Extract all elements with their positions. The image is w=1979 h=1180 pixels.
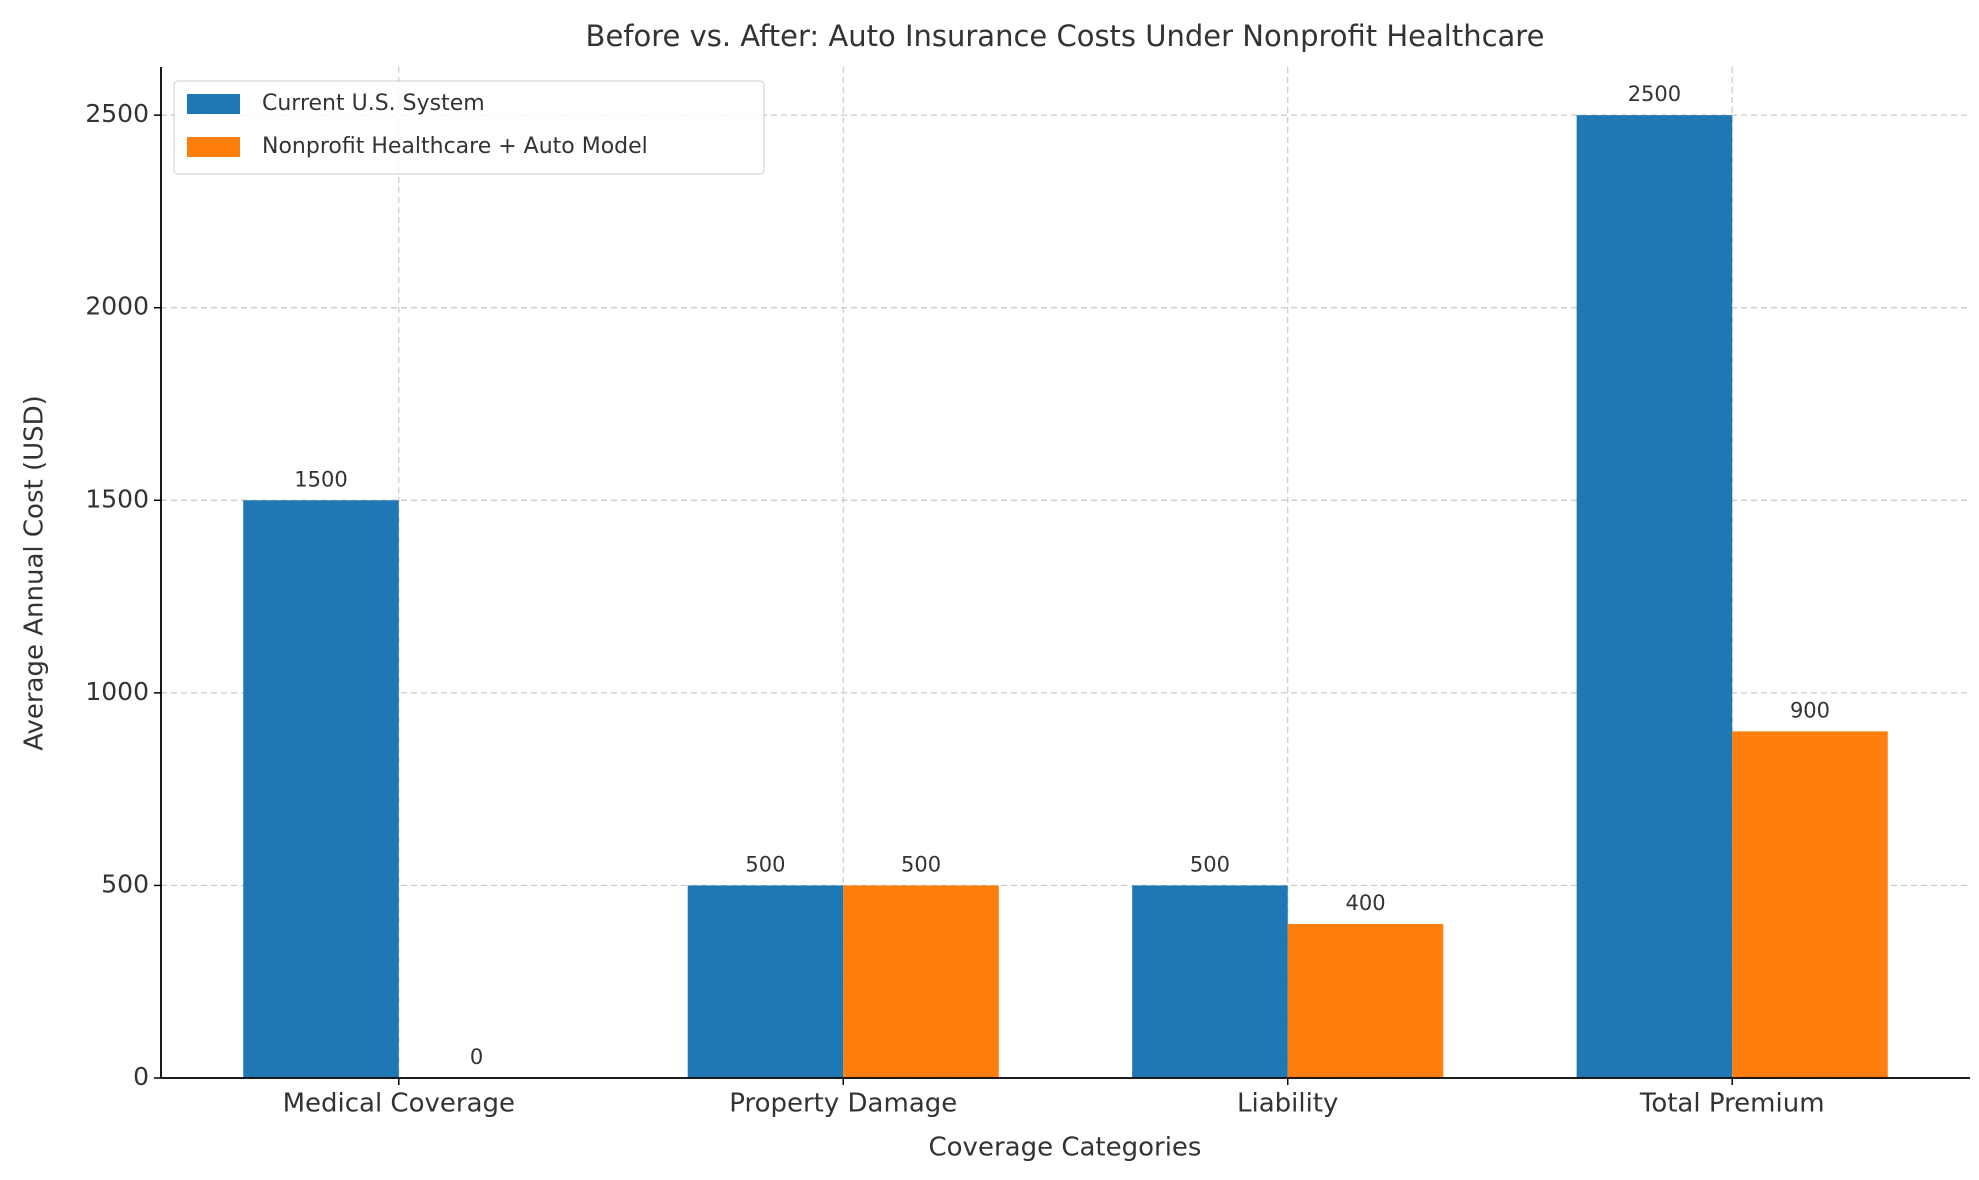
x-axis-label: Coverage Categories bbox=[929, 1133, 1202, 1163]
y-tick-label: 1500 bbox=[85, 484, 149, 513]
bar bbox=[1132, 885, 1288, 1078]
bar-value-label: 900 bbox=[1790, 698, 1830, 722]
bar bbox=[843, 885, 999, 1078]
bar-value-label: 400 bbox=[1345, 891, 1385, 915]
legend-label: Nonprofit Healthcare + Auto Model bbox=[262, 134, 648, 159]
legend-label: Current U.S. System bbox=[262, 91, 485, 116]
y-tick-label: 500 bbox=[101, 869, 149, 898]
y-tick-label: 0 bbox=[133, 1062, 149, 1091]
legend-swatch bbox=[187, 94, 240, 114]
x-tick-label: Total Premium bbox=[1639, 1089, 1825, 1119]
bar-value-label: 500 bbox=[745, 852, 785, 876]
bar bbox=[687, 885, 844, 1078]
x-tick-label: Medical Coverage bbox=[283, 1089, 515, 1119]
bar bbox=[1287, 923, 1444, 1078]
y-tick-label: 2000 bbox=[85, 292, 149, 321]
bar-value-label: 2500 bbox=[1628, 82, 1681, 106]
bar bbox=[1576, 115, 1733, 1078]
y-tick-label: 1000 bbox=[85, 677, 149, 706]
bar bbox=[243, 500, 399, 1078]
legend-box bbox=[173, 80, 765, 175]
legend-swatch bbox=[187, 137, 240, 157]
y-tick-label: 2500 bbox=[85, 99, 149, 128]
y-axis-label: Average Annual Cost (USD) bbox=[20, 395, 50, 751]
bar-value-label: 500 bbox=[901, 852, 941, 876]
bar-value-label: 0 bbox=[470, 1045, 483, 1069]
bar-value-label: 1500 bbox=[294, 467, 347, 491]
chart-title: Before vs. After: Auto Insurance Costs U… bbox=[586, 19, 1545, 53]
x-tick-label: Liability bbox=[1237, 1089, 1338, 1119]
bar-value-label: 500 bbox=[1190, 852, 1230, 876]
x-tick-label: Property Damage bbox=[729, 1089, 957, 1119]
bar bbox=[1732, 731, 1888, 1078]
